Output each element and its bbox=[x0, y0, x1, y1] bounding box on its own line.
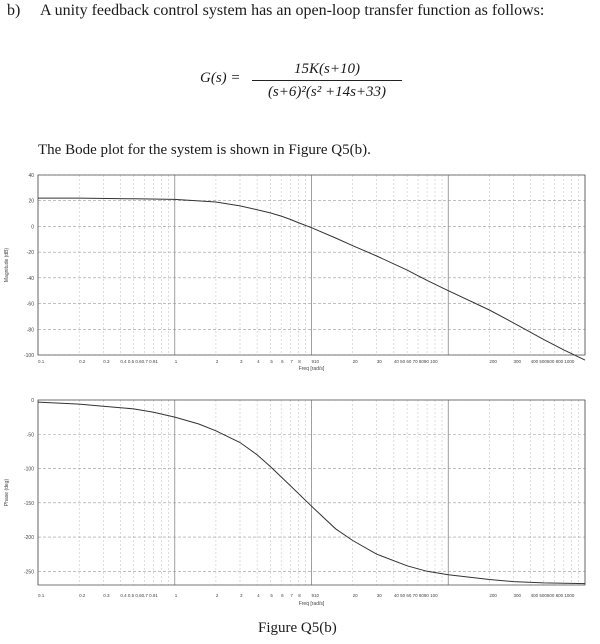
series-line bbox=[37, 401, 586, 585]
x-tick-label: 0.2 bbox=[79, 359, 86, 364]
question-label: b) bbox=[7, 2, 21, 19]
y-tick-label: -100 bbox=[24, 353, 34, 359]
plot-frame bbox=[37, 399, 586, 586]
intro-text: The Bode plot for the system is shown in… bbox=[38, 142, 371, 158]
x-tick-label: 8 bbox=[298, 359, 301, 364]
equation-numerator: 15K(s+10) bbox=[294, 61, 360, 77]
y-tick-label: 0 bbox=[31, 398, 34, 404]
y-tick-label: -150 bbox=[24, 501, 34, 507]
x-tick-label: 400 500600 800 1000 bbox=[531, 359, 575, 364]
equation-fraction: 15K(s+10) (s+6)²(s² +14s+33) bbox=[252, 60, 402, 101]
x-tick-label: 400 500600 800 1000 bbox=[531, 593, 575, 598]
x-tick-label: 0.2 bbox=[79, 593, 86, 598]
x-tick-label: 3 bbox=[240, 593, 243, 598]
x-tick-label: 7 bbox=[290, 359, 293, 364]
x-tick-label: 0.4 0.5 0.60.7 0.91 bbox=[120, 359, 158, 364]
x-tick-label: 0.3 bbox=[103, 593, 110, 598]
y-tick-label: 0 bbox=[31, 224, 34, 230]
x-tick-label: 40 50 60 70 8090 100 bbox=[394, 359, 438, 364]
x-tick-label: 910 bbox=[312, 359, 320, 364]
x-tick-label: 5 bbox=[270, 593, 273, 598]
x-axis-label: Freq [rad/s] bbox=[299, 366, 325, 372]
x-tick-label: 0.1 bbox=[38, 593, 45, 598]
x-tick-label: 910 bbox=[312, 593, 320, 598]
x-tick-label: 2 bbox=[216, 593, 219, 598]
x-tick-label: 6 bbox=[281, 593, 284, 598]
y-tick-label: 40 bbox=[28, 173, 34, 179]
x-axis-label: Freq [rad/s] bbox=[299, 601, 325, 607]
x-tick-label: 30 bbox=[377, 359, 383, 364]
x-tick-label: 8 bbox=[298, 593, 301, 598]
y-axis-label: Magnitude (dB) bbox=[4, 248, 10, 283]
x-tick-label: 1 bbox=[175, 593, 178, 598]
x-tick-label: 0.4 0.5 0.60.7 0.91 bbox=[120, 593, 158, 598]
x-tick-label: 4 bbox=[257, 359, 260, 364]
x-tick-label: 7 bbox=[290, 593, 293, 598]
x-tick-label: 20 bbox=[353, 593, 359, 598]
series-line bbox=[38, 197, 586, 361]
y-tick-label: -40 bbox=[27, 276, 34, 282]
question-text: A unity feedback control system has an o… bbox=[40, 2, 545, 19]
y-tick-label: -20 bbox=[27, 250, 34, 256]
y-axis-label: Phase (deg) bbox=[4, 479, 10, 507]
y-tick-label: -250 bbox=[24, 569, 34, 575]
y-tick-label: -80 bbox=[27, 327, 34, 333]
x-tick-label: 200 bbox=[489, 593, 497, 598]
y-tick-label: -100 bbox=[24, 467, 34, 473]
y-tick-label: -50 bbox=[27, 432, 34, 438]
x-tick-label: 1 bbox=[175, 359, 178, 364]
y-tick-label: -200 bbox=[24, 535, 34, 541]
fraction-bar bbox=[252, 80, 402, 81]
x-tick-label: 3 bbox=[240, 359, 243, 364]
y-tick-label: 20 bbox=[28, 199, 34, 205]
x-tick-label: 200 bbox=[489, 359, 497, 364]
x-tick-label: 30 bbox=[377, 593, 383, 598]
x-tick-label: 4 bbox=[257, 593, 260, 598]
plot-frame bbox=[37, 174, 586, 356]
x-tick-label: 6 bbox=[281, 359, 284, 364]
equation-denominator: (s+6)²(s² +14s+33) bbox=[267, 84, 387, 100]
y-tick-label: -60 bbox=[27, 302, 34, 308]
x-tick-label: 20 bbox=[353, 359, 359, 364]
x-tick-label: 0.3 bbox=[103, 359, 110, 364]
equation-lhs: G(s) = bbox=[200, 70, 241, 86]
x-tick-label: 300 bbox=[513, 593, 521, 598]
x-tick-label: 5 bbox=[270, 359, 273, 364]
x-tick-label: 40 50 60 70 8090 100 bbox=[394, 593, 438, 598]
figure-caption: Figure Q5(b) bbox=[258, 620, 337, 636]
x-tick-label: 2 bbox=[216, 359, 219, 364]
x-tick-label: 300 bbox=[513, 359, 521, 364]
x-tick-label: 0.1 bbox=[38, 359, 45, 364]
